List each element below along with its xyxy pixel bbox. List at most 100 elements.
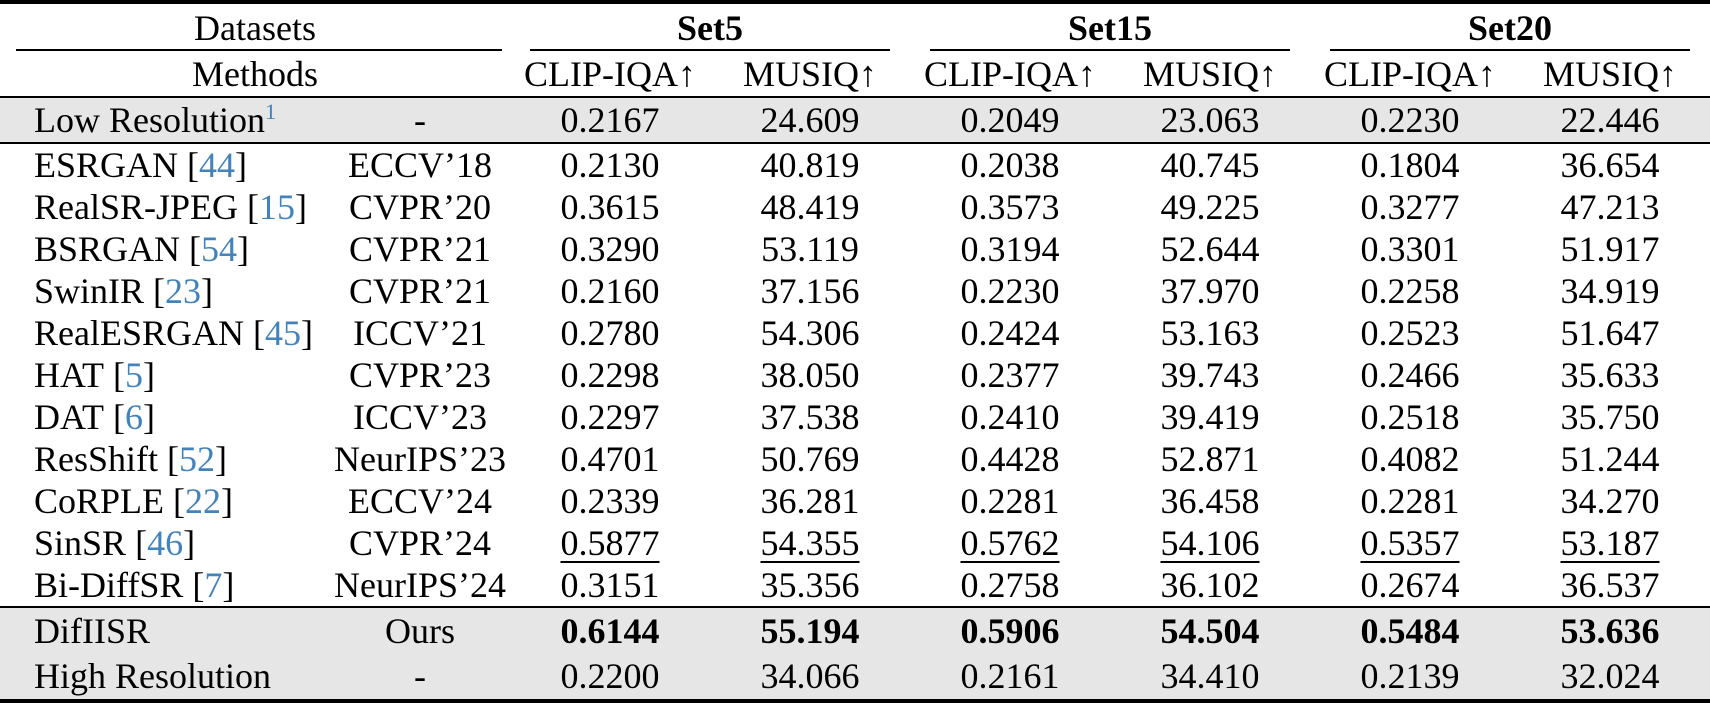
citation-bracket-open: [ (183, 565, 205, 605)
metric-value: 36.537 (1560, 565, 1660, 605)
citation-bracket-open: [ (178, 145, 200, 185)
citation-link[interactable]: 22 (185, 481, 222, 521)
metric-value: 0.2780 (560, 313, 660, 353)
metric-value: 54.106 (1160, 523, 1260, 563)
metric-value-cell: 34.270 (1510, 480, 1710, 522)
citation-link[interactable]: 45 (265, 313, 301, 353)
metric-value: 0.2281 (960, 481, 1060, 521)
metric-value-cell: 0.2049 (910, 97, 1110, 143)
metric-value-cell: 54.106 (1110, 522, 1310, 564)
citation-link[interactable]: 46 (147, 523, 184, 563)
footnote-marker[interactable]: 1 (265, 99, 277, 124)
method-cell: RealSR-JPEG [15] (0, 186, 330, 228)
metric-value: 35.633 (1560, 355, 1660, 395)
citation-link[interactable]: 44 (199, 145, 236, 185)
citation-link[interactable]: 23 (165, 271, 202, 311)
metric-value-cell: 51.917 (1510, 228, 1710, 270)
method-name: DAT (34, 397, 104, 437)
table-row: RealSR-JPEG [15] CVPR’20 0.3615 48.419 0.357… (0, 186, 1710, 228)
citation-bracket-close: ] (235, 145, 248, 185)
metric-value-cell: 52.644 (1110, 228, 1310, 270)
dataset-group-header: Set15 (910, 4, 1310, 52)
metric-value: 51.917 (1560, 229, 1660, 269)
metric-value-cell: 24.609 (710, 97, 910, 143)
citation-link[interactable]: 52 (179, 439, 216, 479)
citation-bracket-close: ] (301, 313, 313, 353)
metric-value: 53.163 (1160, 313, 1260, 353)
metric-value: 52.871 (1160, 439, 1260, 479)
metric-value-cell: 50.769 (710, 438, 910, 480)
metric-value: 54.504 (1160, 610, 1260, 651)
metric-value: 0.2518 (1360, 397, 1460, 437)
metric-value: 0.2339 (560, 481, 660, 521)
method-name: ESRGAN (34, 145, 179, 185)
header-group-row: Datasets Set5 Set15 Set20 (0, 4, 1710, 52)
metric-value-cell: 0.3290 (510, 228, 710, 270)
metric-value: 0.2139 (1360, 656, 1460, 696)
metric-value-cell: 0.3277 (1310, 186, 1510, 228)
metric-value-cell: 23.063 (1110, 97, 1310, 143)
metric-value-cell: 0.2281 (1310, 480, 1510, 522)
method-name: Low Resolution (34, 100, 265, 140)
metric-value: 47.213 (1560, 187, 1660, 227)
method-name: Bi-DiffSR (34, 565, 184, 605)
datasets-header-label: Datasets (194, 8, 316, 48)
metric-value: 35.356 (760, 565, 860, 605)
table-row: Bi-DiffSR [7] NeurIPS’24 0.3151 35.356 0.275… (0, 564, 1710, 607)
metric-value: 51.647 (1560, 313, 1660, 353)
metric-value-cell: 0.2160 (510, 270, 710, 312)
metric-value-cell: 35.633 (1510, 354, 1710, 396)
metric-value-cell: 34.919 (1510, 270, 1710, 312)
metric-value: 39.743 (1160, 355, 1260, 395)
metric-value-cell: 0.2200 (510, 653, 710, 699)
metric-value: 0.4701 (560, 439, 660, 479)
metric-value: 0.2523 (1360, 313, 1460, 353)
metric-value: 0.3615 (560, 187, 660, 227)
metric-value-cell: 37.156 (710, 270, 910, 312)
metric-value-cell: 34.066 (710, 653, 910, 699)
citation-link[interactable]: 6 (125, 397, 143, 437)
table-row: ESRGAN [44] ECCV’18 0.2130 40.819 0.2038 40.7… (0, 143, 1710, 186)
table-row: HAT [5] CVPR’23 0.2298 38.050 0.2377 39.743 0.… (0, 354, 1710, 396)
metric-value-cell: 22.446 (1510, 97, 1710, 143)
metric-value-cell: 0.2466 (1310, 354, 1510, 396)
metric-value-cell: 48.419 (710, 186, 910, 228)
metric-value: 54.306 (760, 313, 860, 353)
dataset-group-header: Set5 (510, 4, 910, 52)
metric-value: 34.066 (760, 656, 860, 696)
metric-value-cell: 35.750 (1510, 396, 1710, 438)
metric-value-cell: 0.4701 (510, 438, 710, 480)
citation-link[interactable]: 7 (204, 565, 223, 605)
metric-value-cell: 0.2230 (1310, 97, 1510, 143)
citation-link[interactable]: 54 (201, 229, 238, 269)
citation-link[interactable]: 5 (125, 355, 143, 395)
citation-bracket-close: ] (222, 565, 235, 605)
metric-value-cell: 34.410 (1110, 653, 1310, 699)
metric-value: 0.2424 (960, 313, 1060, 353)
metric-value-cell: 0.2130 (510, 143, 710, 186)
metric-value-cell: 37.970 (1110, 270, 1310, 312)
metric-value: 53.636 (1560, 610, 1660, 651)
venue-cell: ICCV’23 (353, 397, 487, 437)
metric-header: MUSIQ↑ (1510, 52, 1710, 98)
metric-value-cell: 0.5484 (1310, 607, 1510, 653)
method-cell: Bi-DiffSR [7] (0, 564, 330, 607)
metric-value: 50.769 (760, 439, 860, 479)
method-cell: Low Resolution1 (0, 97, 330, 143)
metric-value-cell: 38.050 (710, 354, 910, 396)
metric-value-cell: 55.194 (710, 607, 910, 653)
metric-value-cell: 49.225 (1110, 186, 1310, 228)
citation-link[interactable]: 15 (259, 187, 296, 227)
metric-value-cell: 0.5877 (510, 522, 710, 564)
metric-value: 0.2281 (1360, 481, 1460, 521)
citation-bracket-open: [ (144, 271, 166, 311)
metric-value: 0.5762 (960, 523, 1060, 563)
table-row: CoRPLE [22] ECCV’24 0.2339 36.281 0.2281 36.4… (0, 480, 1710, 522)
metric-value-cell: 0.2758 (910, 564, 1110, 607)
method-name: RealSR-JPEG (34, 187, 239, 227)
table-row: SinSR [46] CVPR’24 0.5877 54.355 0.5762 54.10… (0, 522, 1710, 564)
metric-value-cell: 0.2139 (1310, 653, 1510, 699)
method-cell: SinSR [46] (0, 522, 330, 564)
method-cell: DAT [6] (0, 396, 330, 438)
method-cell: BSRGAN [54] (0, 228, 330, 270)
